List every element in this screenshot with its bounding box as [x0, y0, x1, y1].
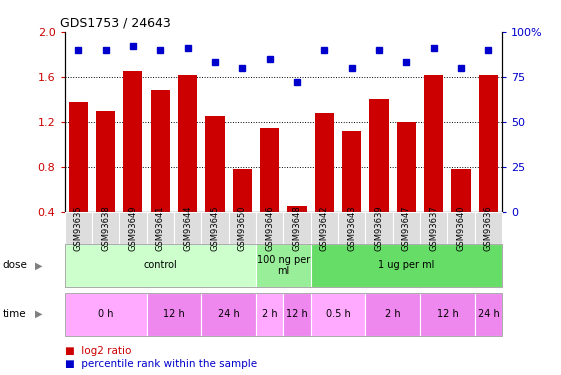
Text: GSM93647: GSM93647	[402, 205, 411, 251]
Bar	[96, 111, 115, 212]
Text: GSM93636: GSM93636	[484, 205, 493, 251]
Text: GDS1753 / 24643: GDS1753 / 24643	[60, 16, 171, 29]
Text: 1 ug per ml: 1 ug per ml	[378, 260, 435, 270]
Text: GSM93635: GSM93635	[73, 205, 82, 251]
Bar	[452, 169, 471, 212]
Text: GSM93643: GSM93643	[347, 205, 356, 251]
Bar	[123, 71, 142, 212]
Text: ▶: ▶	[35, 309, 42, 319]
Text: 0 h: 0 h	[98, 309, 113, 319]
Text: 24 h: 24 h	[218, 309, 240, 319]
Bar	[342, 131, 361, 212]
Bar	[151, 90, 170, 212]
Text: time: time	[3, 309, 26, 319]
Text: GSM93642: GSM93642	[320, 205, 329, 251]
Text: dose: dose	[3, 260, 27, 270]
Bar	[424, 75, 443, 212]
Bar	[233, 169, 252, 212]
Bar	[178, 75, 197, 212]
Text: 100 ng per
ml: 100 ng per ml	[257, 255, 310, 276]
Bar	[370, 99, 389, 212]
Bar	[68, 102, 88, 212]
Text: 12 h: 12 h	[163, 309, 185, 319]
Bar	[260, 128, 279, 212]
Bar	[479, 75, 498, 212]
Bar	[315, 113, 334, 212]
Text: 2 h: 2 h	[262, 309, 278, 319]
Text: GSM93640: GSM93640	[457, 205, 466, 251]
Bar	[205, 116, 224, 212]
Bar	[287, 206, 306, 212]
Text: GSM93638: GSM93638	[101, 205, 110, 251]
Text: 2 h: 2 h	[385, 309, 401, 319]
Text: GSM93637: GSM93637	[429, 205, 438, 251]
Text: GSM93646: GSM93646	[265, 205, 274, 251]
Text: GSM93644: GSM93644	[183, 205, 192, 251]
Text: 12 h: 12 h	[286, 309, 308, 319]
Text: 12 h: 12 h	[436, 309, 458, 319]
Text: GSM93645: GSM93645	[210, 205, 219, 251]
Text: GSM93650: GSM93650	[238, 205, 247, 251]
Text: GSM93641: GSM93641	[156, 205, 165, 251]
Text: 24 h: 24 h	[477, 309, 499, 319]
Text: GSM93639: GSM93639	[375, 205, 384, 251]
Text: ■  log2 ratio: ■ log2 ratio	[65, 346, 131, 356]
Text: ■  percentile rank within the sample: ■ percentile rank within the sample	[65, 359, 256, 369]
Text: control: control	[144, 260, 177, 270]
Text: GSM93648: GSM93648	[292, 205, 301, 251]
Text: 0.5 h: 0.5 h	[325, 309, 351, 319]
Text: ▶: ▶	[35, 260, 42, 270]
Bar	[397, 122, 416, 212]
Text: GSM93649: GSM93649	[128, 205, 137, 251]
